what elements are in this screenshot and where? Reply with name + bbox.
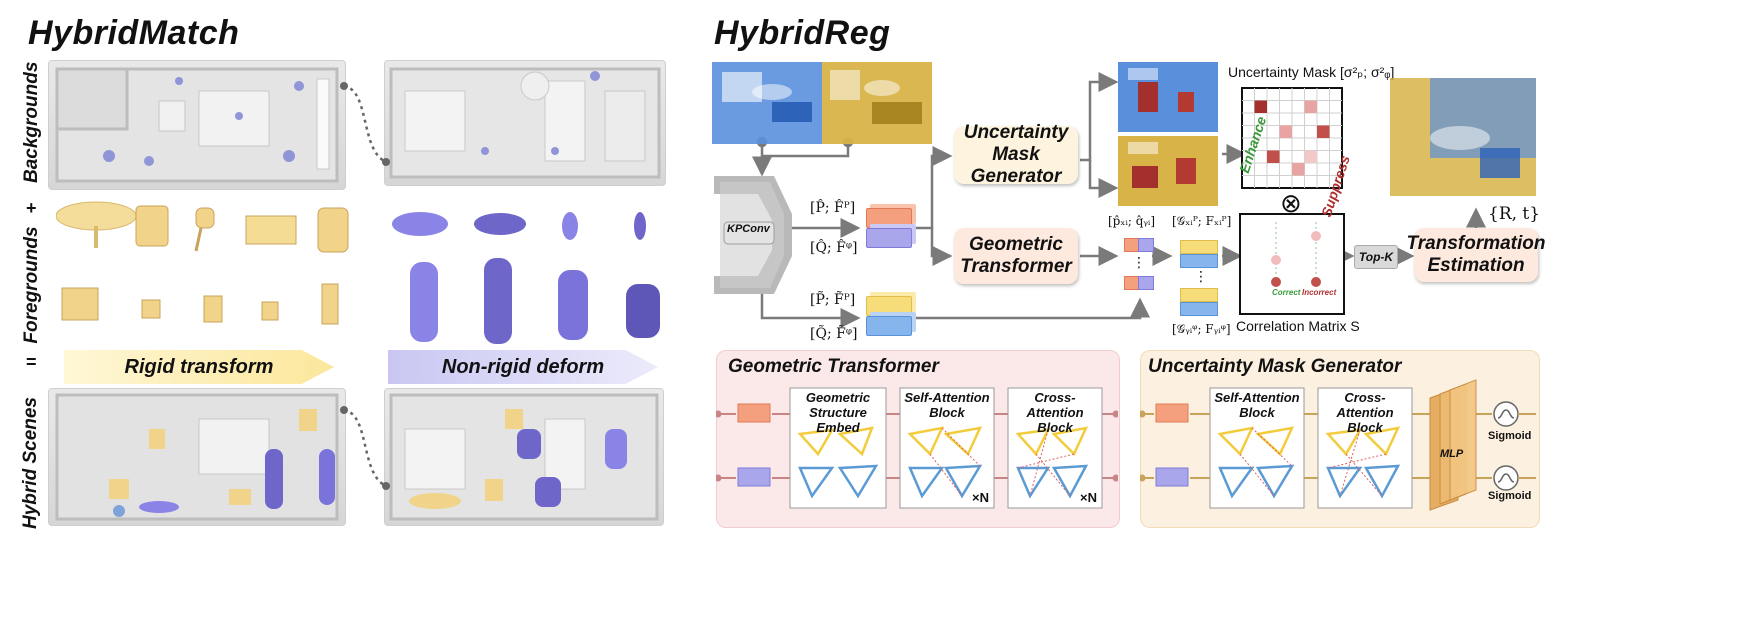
geometric-transformer-node: Geometric Transformer bbox=[954, 228, 1078, 284]
nonrigid-foreground-objects bbox=[392, 212, 660, 344]
sigmoid-label-bottom: Sigmoid bbox=[1488, 490, 1532, 502]
umg-panel-title: Uncertainty Mask Generator bbox=[1148, 356, 1402, 377]
equals-sign: = bbox=[26, 352, 37, 372]
grouped-target-label: [𝒢ᵧᵢᵠ; Fᵧᵢᵠ] bbox=[1172, 322, 1231, 336]
rigid-foreground-objects bbox=[56, 201, 349, 325]
source-point-cloud bbox=[712, 62, 822, 144]
hybrid-layout-2 bbox=[389, 393, 659, 521]
grouped-source-label: [𝒢ₓᵢᴾ; Fₓᵢᴾ] bbox=[1172, 214, 1232, 228]
background-scene-1 bbox=[48, 60, 346, 190]
correspondence-pair-label: [p̂ₓᵢ; q̂ᵧᵢ] bbox=[1108, 214, 1156, 228]
incorrect-label: Incorrect bbox=[1302, 288, 1337, 297]
source-uncertainty-cloud bbox=[1118, 62, 1218, 132]
grouped-cube-blue-1 bbox=[1180, 254, 1218, 268]
correlation-matrix-label: Correlation Matrix S bbox=[1236, 318, 1360, 334]
dense-feature-target bbox=[866, 316, 912, 336]
gt-panel-graphics bbox=[716, 387, 1118, 509]
superpoint-target-label: [Q̂; F̂ᵠ] bbox=[810, 240, 858, 256]
nonrigid-deform-banner: Non-rigid deform bbox=[388, 350, 658, 384]
superpoint-feature-target bbox=[866, 228, 912, 248]
target-point-cloud bbox=[822, 62, 932, 144]
hybridreg-title: HybridReg bbox=[714, 14, 891, 52]
kpconv-label: KPConv bbox=[727, 223, 770, 235]
top-k-selector: Top-K bbox=[1354, 245, 1398, 269]
room-layout-2 bbox=[389, 67, 661, 179]
registered-point-cloud bbox=[1390, 78, 1536, 196]
grouped-cube-yellow-1 bbox=[1180, 240, 1218, 254]
hybrid-scene-1 bbox=[48, 388, 346, 526]
grouped-cube-yellow-2 bbox=[1180, 288, 1218, 302]
hybrid-scene-2 bbox=[384, 388, 664, 526]
room-layout-1 bbox=[55, 67, 339, 183]
superpoint-feature-source bbox=[866, 208, 912, 228]
dense-target-label: [Q̃; F̃ᵠ] bbox=[810, 326, 858, 342]
gt-self-attention-repeat: ×N bbox=[972, 490, 989, 505]
sigmoid-label-top: Sigmoid bbox=[1488, 430, 1532, 442]
plus-sign: + bbox=[26, 198, 37, 218]
gt-block-cross-attention: Cross-Attention Block bbox=[1026, 390, 1084, 435]
correlation-matrix-box bbox=[1239, 213, 1345, 315]
hybridmatch-title: HybridMatch bbox=[28, 14, 240, 52]
transformation-estimation-node: Transformation Estimation bbox=[1407, 228, 1546, 282]
dotted-connector-top bbox=[340, 82, 390, 166]
superpoint-source-label: [P̂; F̂ᴾ] bbox=[810, 200, 856, 216]
background-scene-2 bbox=[384, 60, 666, 186]
rigid-transform-banner: Rigid transform bbox=[64, 350, 334, 384]
output-transform-label: {R, t} bbox=[1488, 204, 1541, 224]
gt-block-geometric-embed: Geometric Structure Embed bbox=[805, 390, 871, 435]
gt-cross-attention-repeat: ×N bbox=[1080, 490, 1097, 505]
pair-ellipsis: ⋮ bbox=[1132, 254, 1146, 270]
umg-block-self-attention: Self-Attention Block bbox=[1214, 390, 1300, 420]
umg-block-cross-attention: Cross-Attention Block bbox=[1336, 390, 1394, 435]
kpconv-encoder-shape bbox=[714, 176, 792, 294]
pair-cube-purple-2 bbox=[1138, 276, 1154, 290]
gt-panel-title: Geometric Transformer bbox=[728, 356, 939, 377]
umg-panel-graphics bbox=[1140, 379, 1536, 511]
mlp-label: MLP bbox=[1440, 448, 1464, 460]
uncertainty-mask-label: Uncertainty Mask [σ²ₚ; σ²ᵩ] bbox=[1228, 64, 1395, 80]
dense-feature-source bbox=[866, 296, 912, 316]
target-uncertainty-cloud bbox=[1118, 136, 1218, 206]
grouped-cube-blue-2 bbox=[1180, 302, 1218, 316]
gt-block-self-attention: Self-Attention Block bbox=[904, 390, 990, 420]
otimes-operator: ⊗ bbox=[1280, 188, 1302, 218]
pair-cube-purple-1 bbox=[1138, 238, 1154, 252]
hybrid-layout-1 bbox=[55, 393, 339, 521]
uncertainty-mask-generator-node: Uncertainty Mask Generator bbox=[954, 122, 1078, 187]
grouped-ellipsis: ⋮ bbox=[1194, 268, 1208, 284]
uncertainty-mask-grid bbox=[1241, 87, 1343, 189]
correct-label: Correct bbox=[1272, 288, 1301, 297]
dense-source-label: [P̃; F̃ᴾ] bbox=[810, 292, 856, 308]
dotted-connector-bottom bbox=[340, 406, 390, 490]
